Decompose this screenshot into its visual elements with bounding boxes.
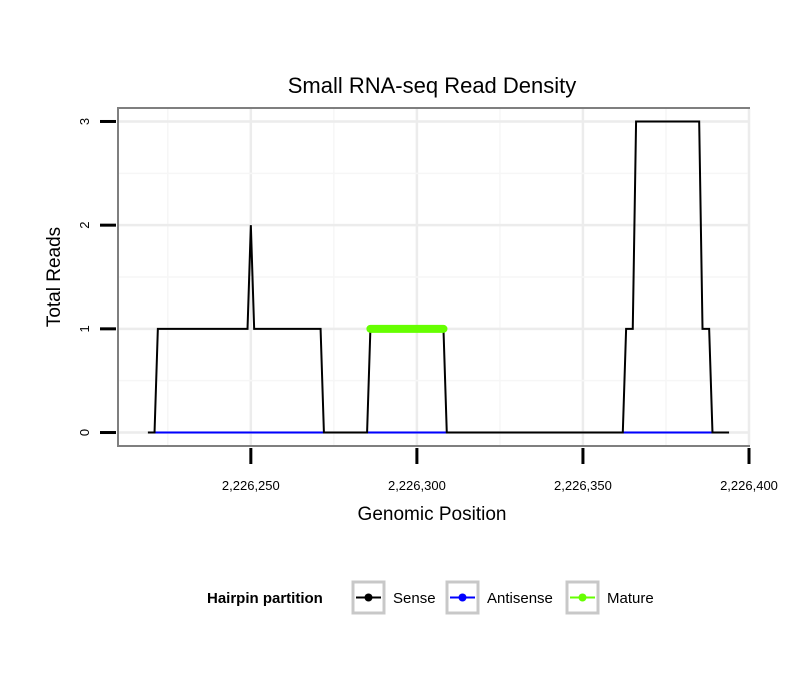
legend-key-point — [578, 593, 587, 602]
x-tick-label: 2,226,400 — [720, 478, 778, 493]
y-tick-label: 3 — [77, 118, 92, 125]
x-tick-label: 2,226,300 — [388, 478, 446, 493]
y-axis-label: Total Reads — [44, 227, 65, 327]
legend-label: Mature — [607, 590, 654, 607]
x-tick-label: 2,226,350 — [554, 478, 612, 493]
legend-item-sense: Sense — [351, 580, 436, 615]
legend-key-point — [364, 593, 373, 602]
legend-item-mature: Mature — [565, 580, 654, 615]
y-tick-label: 1 — [77, 325, 92, 332]
x-axis-label: Genomic Position — [358, 504, 507, 525]
chart-title: Small RNA-seq Read Density — [288, 73, 577, 98]
x-tick-label: 2,226,250 — [222, 478, 280, 493]
legend-key-point — [458, 593, 467, 602]
x-axis: 2,226,250 2,226,300 2,226,350 2,226,400 — [222, 448, 778, 493]
y-tick-label: 0 — [77, 429, 92, 436]
legend: Hairpin partition Sense Antisense Mature — [207, 580, 654, 615]
legend-label: Antisense — [487, 590, 553, 607]
legend-title: Hairpin partition — [207, 590, 323, 607]
legend-item-antisense: Antisense — [445, 580, 553, 615]
legend-label: Sense — [393, 590, 436, 607]
y-tick-label: 2 — [77, 222, 92, 229]
series-lines — [147, 120, 730, 434]
y-axis: 0 1 2 3 — [77, 118, 116, 436]
